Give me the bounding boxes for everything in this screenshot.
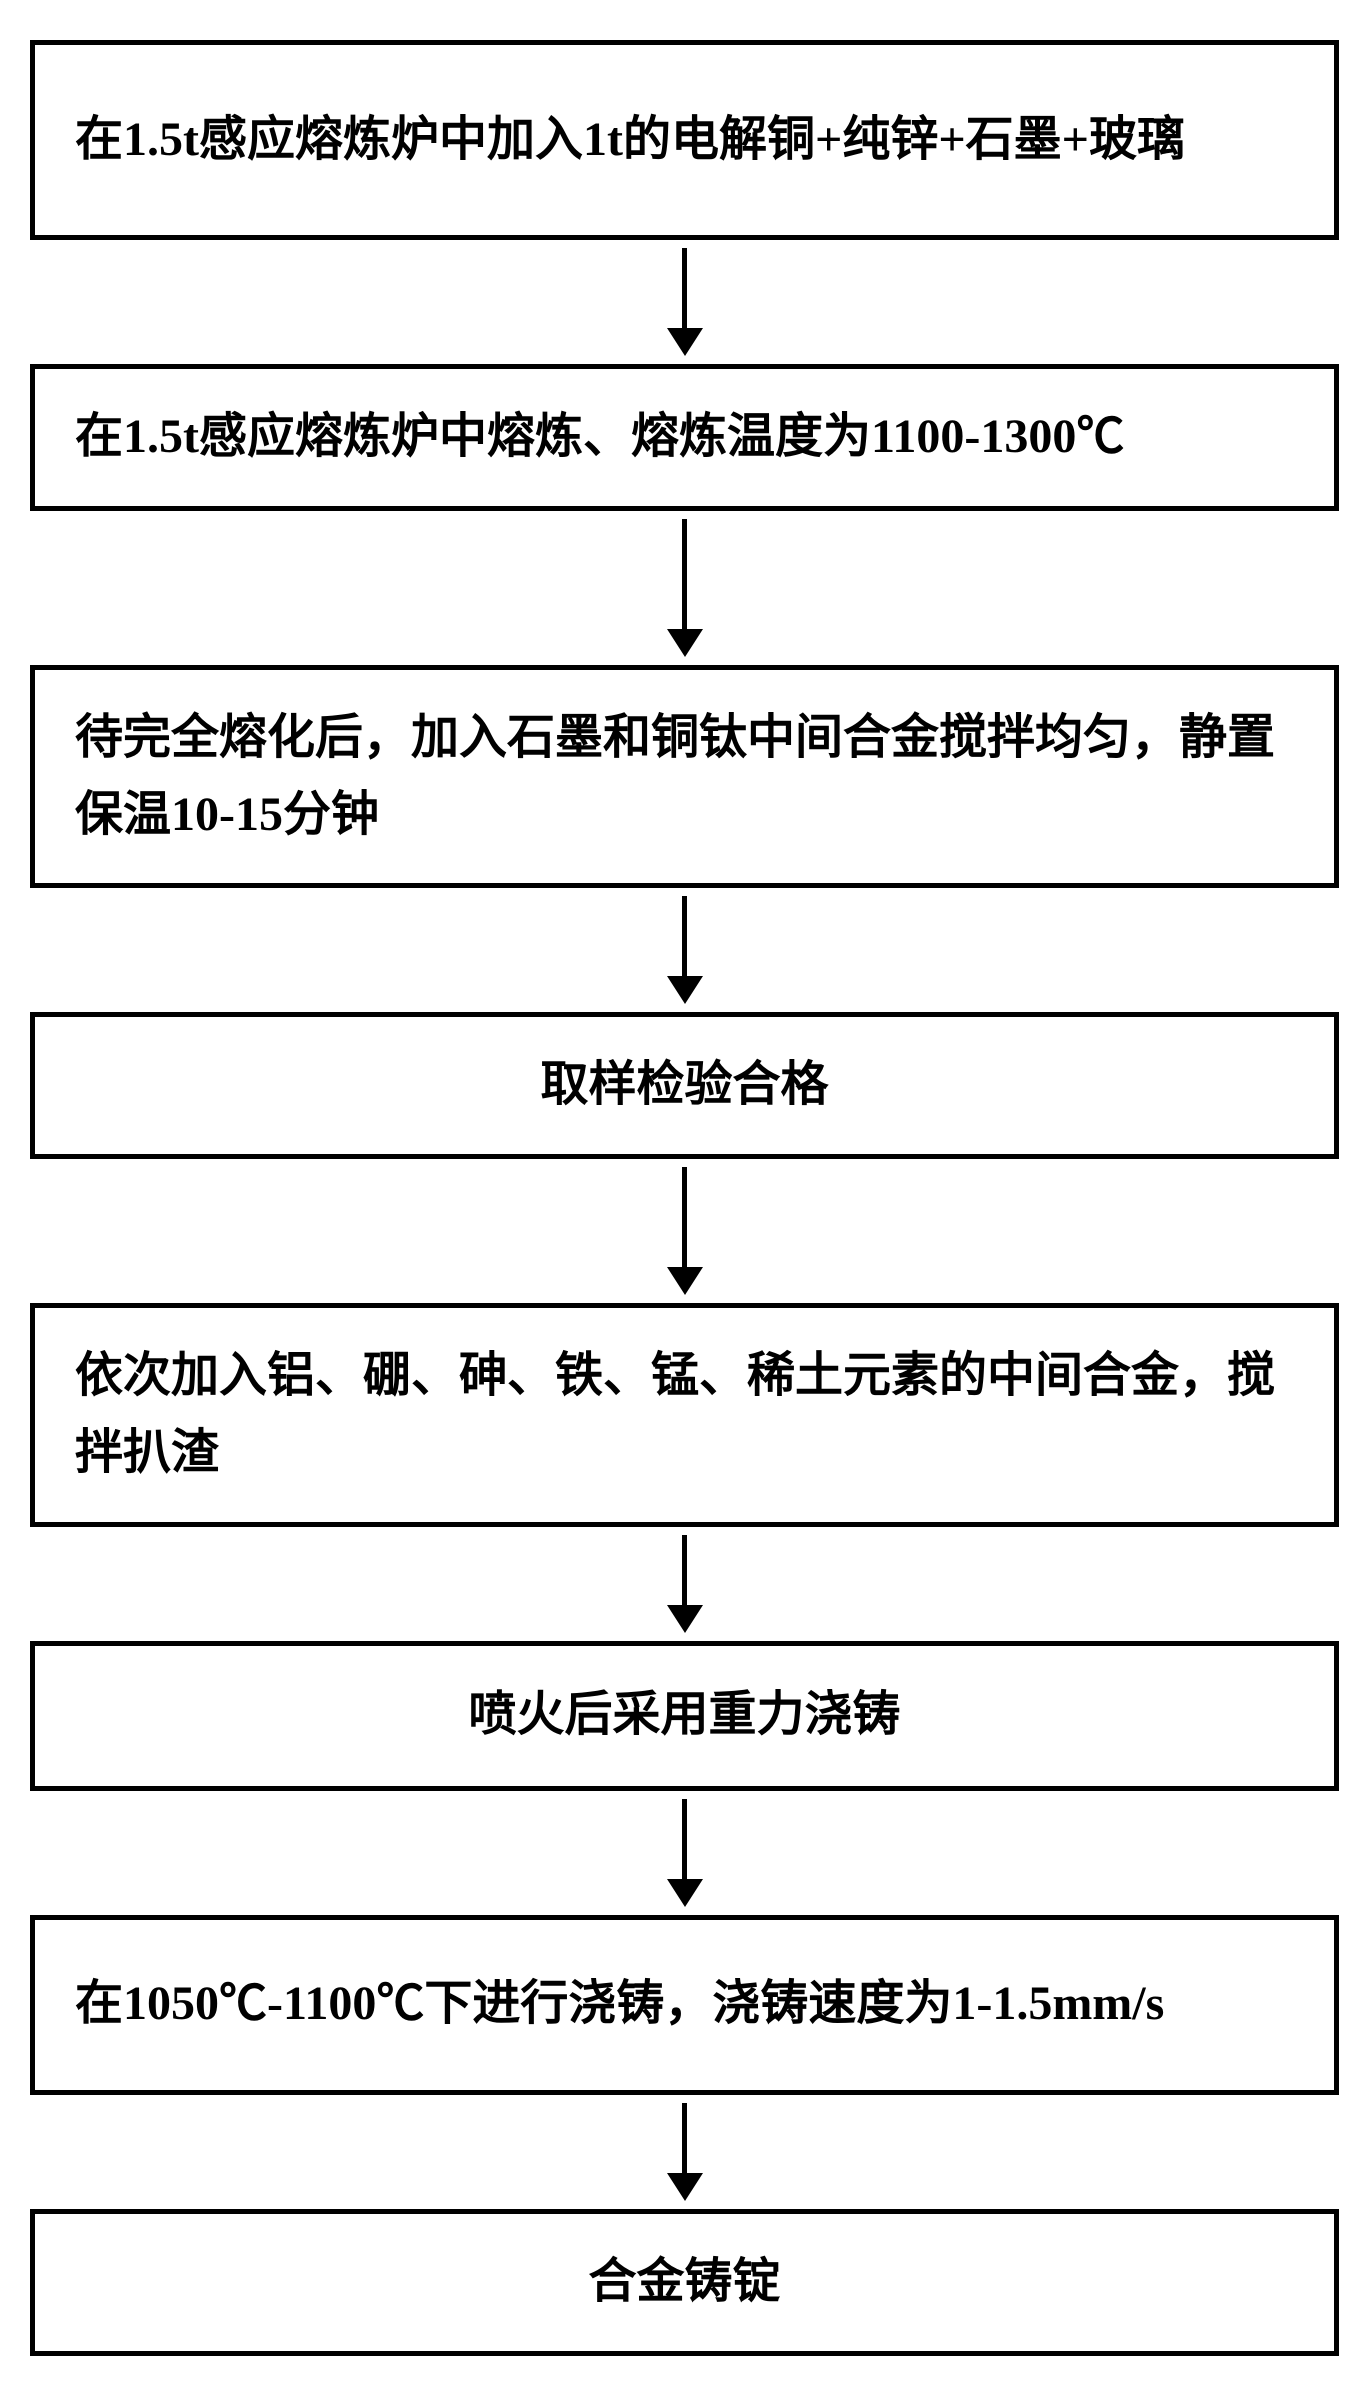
- arrow-down-icon: [667, 896, 703, 1004]
- flowchart-step-1: 在1.5t感应熔炼炉中加入1t的电解铜+纯锌+石墨+玻璃: [30, 40, 1339, 240]
- arrow-down-icon: [667, 1167, 703, 1295]
- arrow-line: [682, 248, 687, 328]
- arrow-line: [682, 1799, 687, 1879]
- arrow-head: [667, 1879, 703, 1907]
- arrow-head: [667, 1605, 703, 1633]
- arrow-line: [682, 1167, 687, 1267]
- arrow-head: [667, 629, 703, 657]
- flowchart-step-8: 合金铸锭: [30, 2209, 1339, 2356]
- arrow-line: [682, 896, 687, 976]
- step-text: 在1050℃-1100℃下进行浇铸，浇铸速度为1-1.5mm/s: [75, 1966, 1164, 2043]
- arrow-down-icon: [667, 1799, 703, 1907]
- arrow-head: [667, 2173, 703, 2201]
- step-text: 喷火后采用重力浇铸: [468, 1677, 900, 1754]
- flowchart-container: 在1.5t感应熔炼炉中加入1t的电解铜+纯锌+石墨+玻璃在1.5t感应熔炼炉中熔…: [30, 40, 1339, 2356]
- arrow-head: [667, 1267, 703, 1295]
- arrow-head: [667, 328, 703, 356]
- arrow-line: [682, 1535, 687, 1605]
- flowchart-step-6: 喷火后采用重力浇铸: [30, 1641, 1339, 1791]
- flowchart-step-2: 在1.5t感应熔炼炉中熔炼、熔炼温度为1100-1300℃: [30, 364, 1339, 511]
- arrow-down-icon: [667, 1535, 703, 1633]
- flowchart-step-7: 在1050℃-1100℃下进行浇铸，浇铸速度为1-1.5mm/s: [30, 1915, 1339, 2095]
- arrow-down-icon: [667, 2103, 703, 2201]
- arrow-down-icon: [667, 248, 703, 356]
- arrow-head: [667, 976, 703, 1004]
- arrow-line: [682, 2103, 687, 2173]
- step-text: 在1.5t感应熔炼炉中加入1t的电解铜+纯锌+石墨+玻璃: [75, 102, 1185, 179]
- step-text: 依次加入铝、硼、砷、铁、锰、稀土元素的中间合金，搅拌扒渣: [75, 1338, 1294, 1492]
- arrow-line: [682, 519, 687, 629]
- flowchart-step-4: 取样检验合格: [30, 1012, 1339, 1159]
- step-text: 待完全熔化后，加入石墨和铜钛中间合金搅拌均匀，静置保温10-15分钟: [75, 700, 1294, 854]
- step-text: 在1.5t感应熔炼炉中熔炼、熔炼温度为1100-1300℃: [75, 399, 1124, 476]
- step-text: 合金铸锭: [588, 2244, 780, 2321]
- flowchart-step-3: 待完全熔化后，加入石墨和铜钛中间合金搅拌均匀，静置保温10-15分钟: [30, 665, 1339, 889]
- arrow-down-icon: [667, 519, 703, 657]
- flowchart-step-5: 依次加入铝、硼、砷、铁、锰、稀土元素的中间合金，搅拌扒渣: [30, 1303, 1339, 1527]
- step-text: 取样检验合格: [540, 1047, 828, 1124]
